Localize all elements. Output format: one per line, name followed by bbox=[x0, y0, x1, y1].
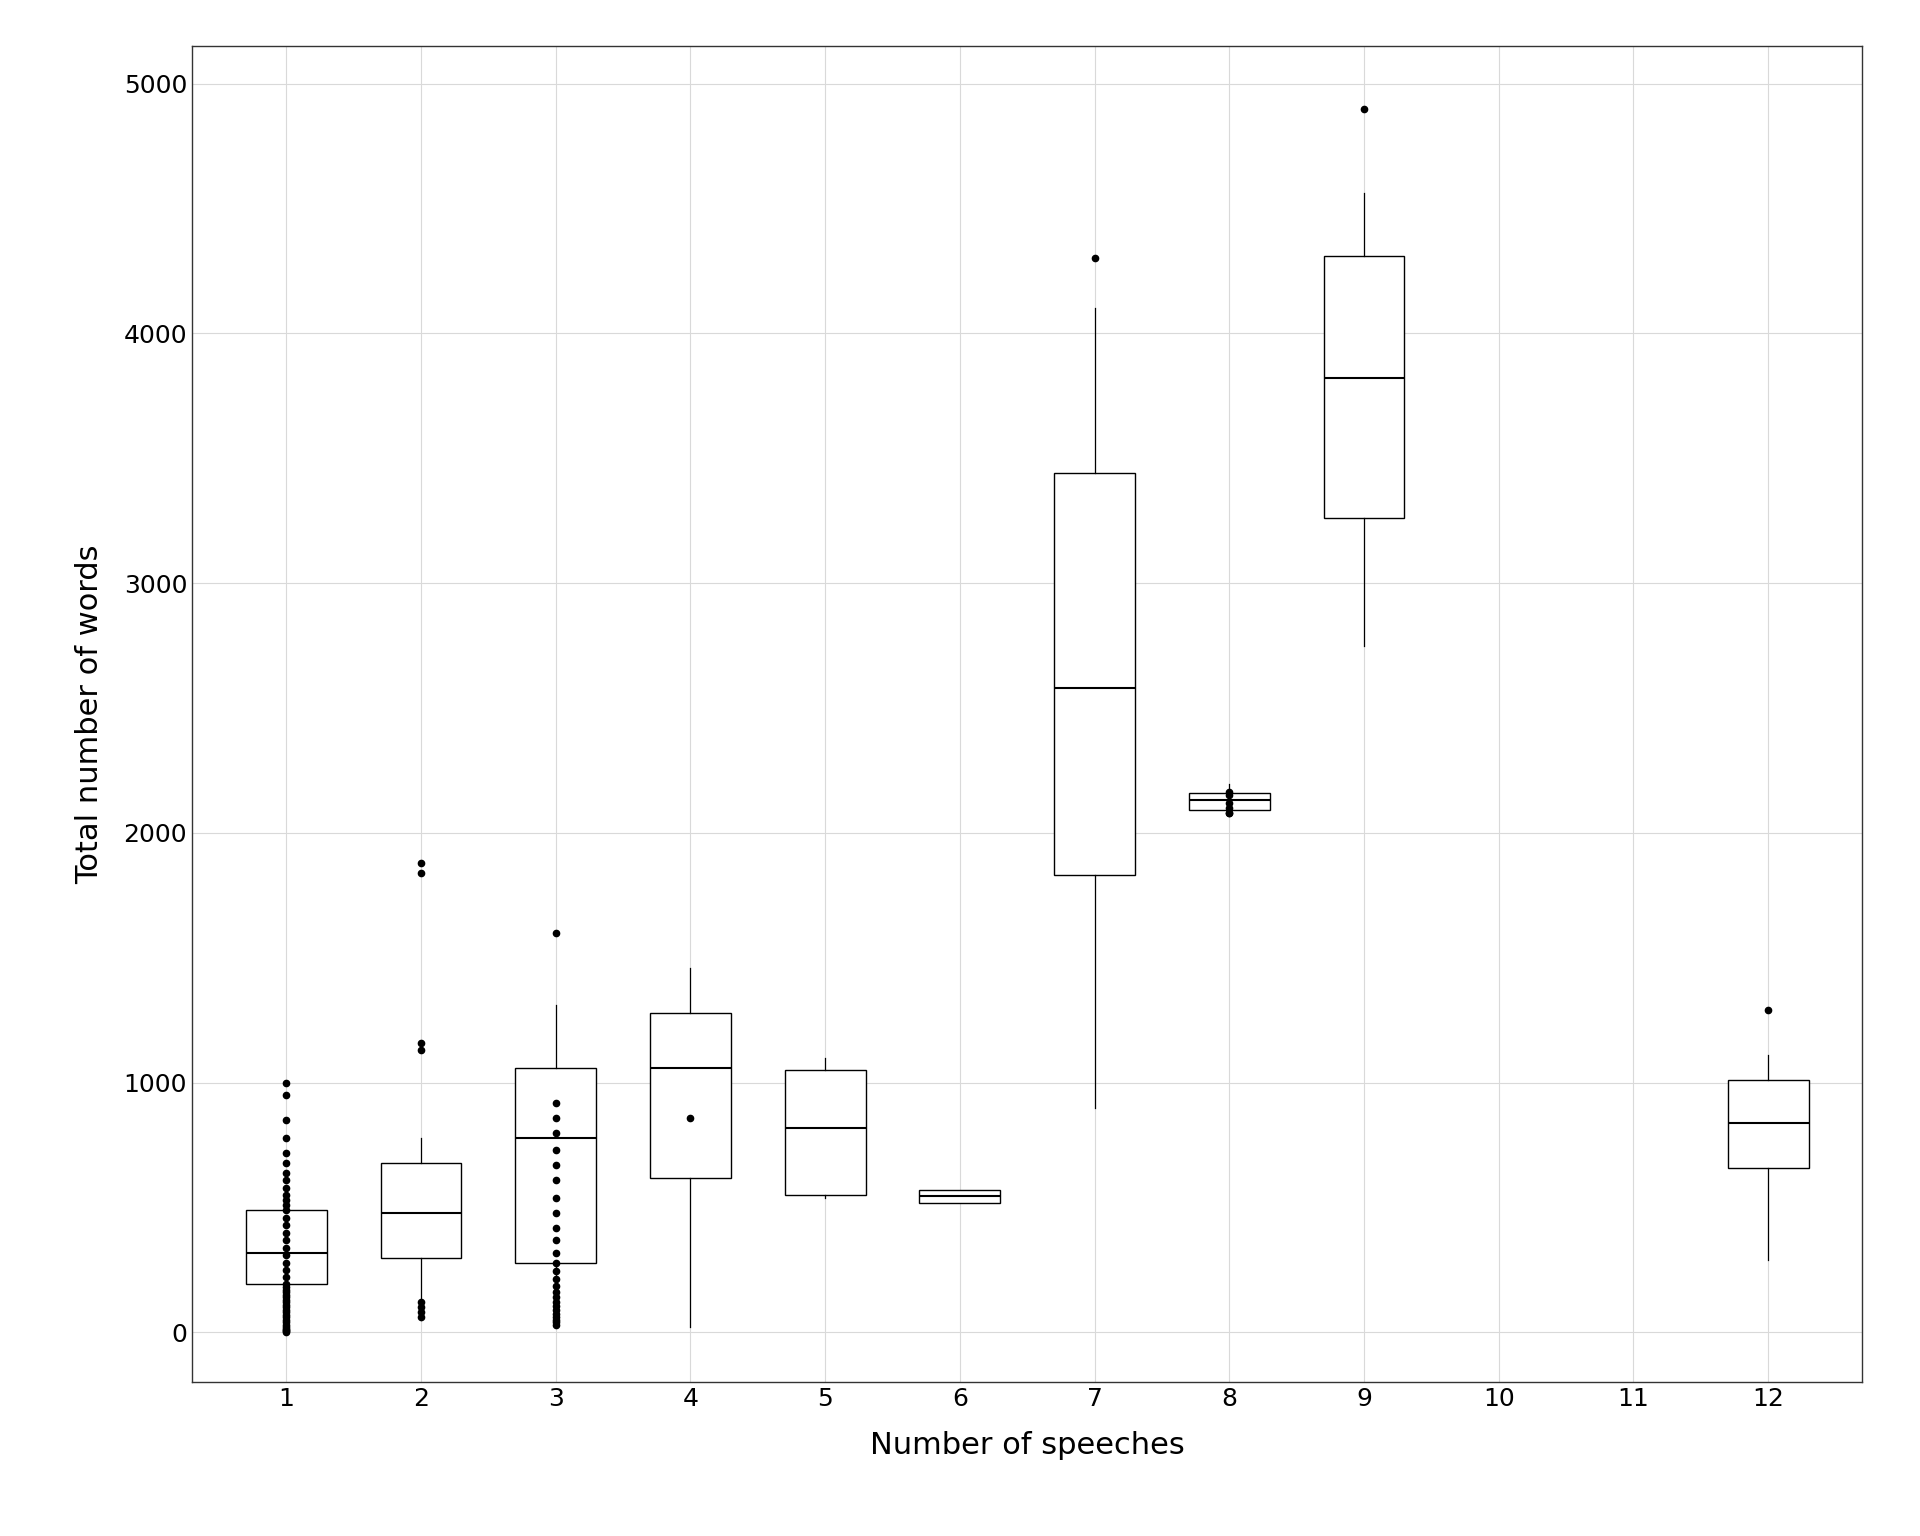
Y-axis label: Total number of words: Total number of words bbox=[75, 544, 104, 885]
Bar bbox=[1188, 793, 1269, 811]
X-axis label: Number of speeches: Number of speeches bbox=[870, 1430, 1185, 1459]
Bar bbox=[651, 1012, 732, 1178]
Bar bbox=[246, 1210, 326, 1284]
Bar bbox=[380, 1163, 461, 1258]
Bar bbox=[1728, 1080, 1809, 1167]
Bar bbox=[785, 1071, 866, 1195]
Bar bbox=[1323, 257, 1404, 518]
Bar bbox=[1054, 473, 1135, 876]
Bar bbox=[920, 1190, 1000, 1203]
Bar bbox=[515, 1068, 595, 1263]
